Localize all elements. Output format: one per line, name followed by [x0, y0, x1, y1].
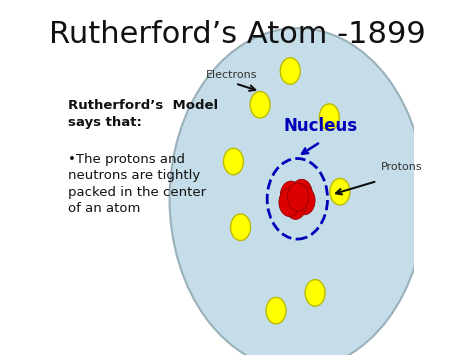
Ellipse shape	[287, 183, 309, 211]
Ellipse shape	[231, 214, 250, 240]
Ellipse shape	[285, 191, 306, 219]
Text: Rutherford’s Atom -1899: Rutherford’s Atom -1899	[49, 20, 425, 49]
Ellipse shape	[294, 186, 315, 215]
Text: •The protons and
neutrons are tightly
packed in the center
of an atom: •The protons and neutrons are tightly pa…	[68, 153, 207, 215]
Text: Nucleus: Nucleus	[283, 117, 357, 135]
Ellipse shape	[279, 188, 300, 217]
Text: Electrons: Electrons	[206, 70, 257, 80]
Ellipse shape	[305, 280, 325, 306]
Ellipse shape	[280, 181, 301, 209]
Ellipse shape	[170, 28, 425, 355]
Ellipse shape	[319, 104, 339, 130]
Ellipse shape	[330, 179, 350, 205]
Ellipse shape	[224, 148, 243, 175]
Text: Rutherford’s  Model
says that:: Rutherford’s Model says that:	[68, 99, 219, 129]
Ellipse shape	[291, 179, 312, 208]
Ellipse shape	[266, 297, 286, 324]
Ellipse shape	[280, 58, 300, 84]
Text: Protons: Protons	[381, 162, 422, 172]
Ellipse shape	[250, 92, 270, 118]
